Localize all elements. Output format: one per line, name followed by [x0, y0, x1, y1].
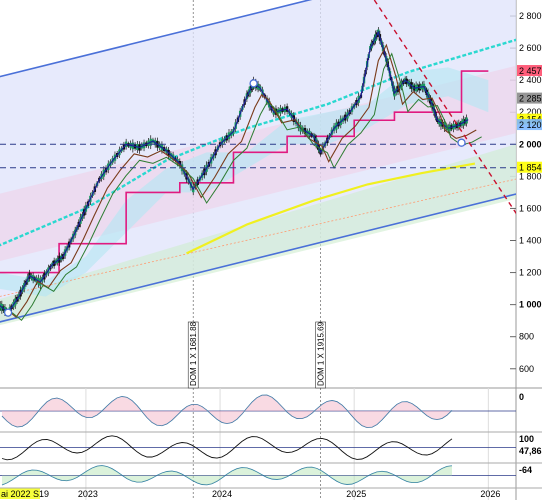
- x-tick-label: 2026: [480, 489, 500, 499]
- indicator-value-label: -64: [519, 465, 532, 475]
- y-tick-label: 1 000: [519, 300, 542, 310]
- x-start-label: ai 2022 S19: [1, 489, 49, 499]
- price-plot: [0, 0, 516, 326]
- channel-lower-line: [0, 193, 516, 323]
- y-tick-label: 2 200: [519, 107, 542, 117]
- price-label-bg: [517, 119, 542, 131]
- price-label-bg: [517, 92, 542, 104]
- vertical-marker-box: [187, 321, 199, 389]
- ma-yellow: [186, 162, 476, 255]
- red-downtrend-line: [373, 0, 516, 215]
- y-tick-label: 1 400: [519, 235, 542, 245]
- lower-green-band: [0, 144, 516, 326]
- indicator-fill: [2, 465, 452, 485]
- indicator-value-label: 47,865: [519, 446, 542, 456]
- y-tick-label: 600: [519, 364, 534, 374]
- price-label: 2 285: [519, 94, 542, 104]
- y-tick-label: 2 800: [519, 11, 542, 21]
- y-tick-label: 2 400: [519, 75, 542, 85]
- price-label: 1 854: [519, 163, 542, 173]
- indicator-value-label: 0: [519, 392, 524, 402]
- pivot-marker: [3, 308, 13, 317]
- kijun-magenta: [0, 70, 489, 274]
- x-tick-label: 2025: [346, 489, 366, 499]
- price-label-bg: [517, 161, 542, 173]
- ma-green: [11, 52, 482, 321]
- y-tick-label: 1 800: [519, 171, 542, 181]
- vertical-marker-label: DOM 1 X 1681.88: [189, 321, 198, 386]
- x-tick-label: 2024: [212, 489, 232, 499]
- channel-upper-line: [0, 0, 313, 78]
- pivot-marker: [457, 138, 466, 147]
- y-tick-label: 2 600: [519, 43, 542, 53]
- price-label-bg: [517, 65, 542, 77]
- indicator-line: [1, 435, 453, 461]
- pivot-marker: [249, 79, 258, 88]
- x-axis: 2023 2024 2025 2026 ai 2022 S19: [0, 388, 500, 500]
- ichimoku-cloud: [0, 67, 489, 297]
- x-tick-label: 2023: [78, 489, 98, 499]
- indicator-fill: [2, 395, 452, 428]
- x-start-highlight: [0, 488, 40, 499]
- ma-brown: [6, 43, 477, 319]
- y-tick-label: 1 200: [519, 268, 542, 278]
- price-label: 2 457: [519, 66, 542, 76]
- indicator-value-label: 100: [519, 434, 534, 444]
- price-label: 2 120: [519, 120, 542, 130]
- vertical-marker-label: DOM 1 X 1915.69: [317, 321, 326, 386]
- indicator-panels: 0 100 47,865 -64: [0, 392, 542, 489]
- y-tick-label: 800: [519, 332, 534, 342]
- y-tick-label: 1 600: [519, 203, 542, 213]
- vertical-marker-box: [315, 321, 326, 389]
- y-tick-label: 2 000: [519, 139, 542, 149]
